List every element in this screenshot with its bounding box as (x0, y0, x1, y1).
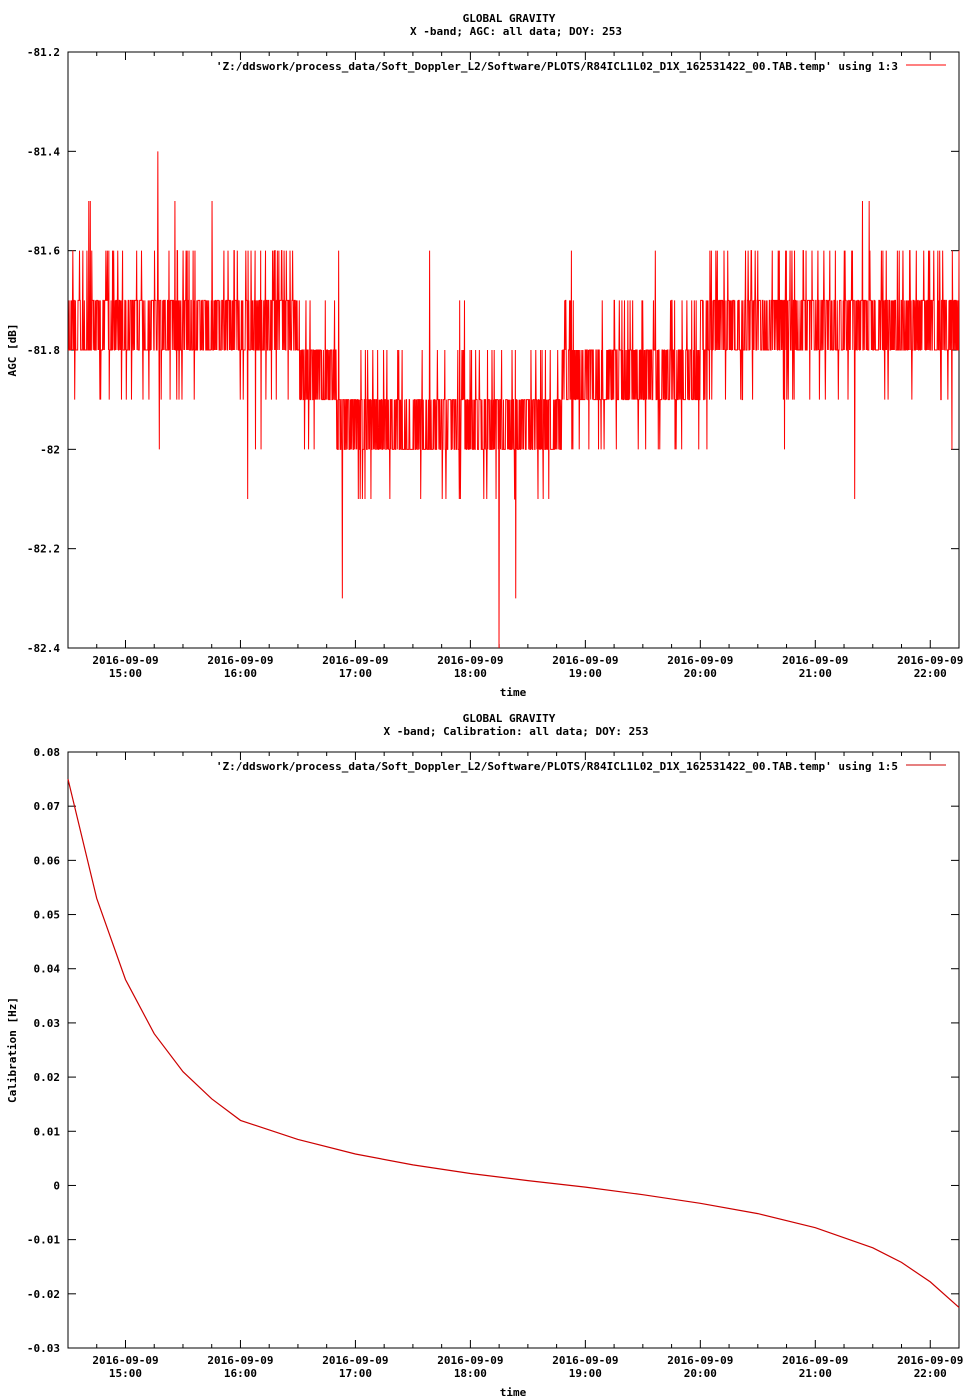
agc-x-tick-time: 22:00 (914, 667, 947, 680)
calibration-x-tick-date: 2016-09-09 (552, 1354, 618, 1367)
calibration-x-tick-date: 2016-09-09 (782, 1354, 848, 1367)
calibration-x-tick-date: 2016-09-09 (437, 1354, 503, 1367)
agc-series-area (68, 151, 960, 649)
agc-y-axis-label: AGC [dB] (6, 324, 19, 377)
calibration-x-tick-date: 2016-09-09 (207, 1354, 273, 1367)
agc-chart: GLOBAL GRAVITY X -band; AGC: all data; D… (6, 12, 963, 699)
calibration-y-tick-label: 0.06 (34, 854, 61, 867)
calibration-chart: GLOBAL GRAVITY X -band; Calibration: all… (6, 712, 963, 1399)
calibration-y-tick-label: 0.04 (34, 963, 61, 976)
agc-x-tick-time: 16:00 (224, 667, 257, 680)
calibration-y-axis: 0.08 0.07 0.06 0.05 0.04 0.03 0.02 0.01 0 -0.01 -0… (27, 746, 959, 1355)
calibration-chart-subtitle: X -band; Calibration: all data; DOY: 253 (384, 725, 649, 738)
calibration-y-tick-label: 0.05 (34, 909, 61, 922)
agc-series-line (68, 151, 960, 649)
agc-y-tick-label: -81.4 (27, 145, 60, 158)
agc-x-tick-time: 18:00 (454, 667, 487, 680)
calibration-x-tick-time: 21:00 (799, 1367, 832, 1380)
agc-x-tick-date: 2016-09-09 (322, 654, 388, 667)
agc-x-tick-time: 17:00 (339, 667, 372, 680)
calibration-y-tick-label: 0.01 (34, 1125, 61, 1138)
calibration-y-tick-label: 0.08 (34, 746, 61, 759)
agc-y-tick-label: -82.2 (27, 543, 60, 556)
agc-chart-subtitle: X -band; AGC: all data; DOY: 253 (410, 25, 622, 38)
calibration-y-tick-label: 0.02 (34, 1071, 61, 1084)
calibration-x-tick-time: 22:00 (914, 1367, 947, 1380)
agc-x-tick-time: 19:00 (569, 667, 602, 680)
calibration-x-tick-time: 15:00 (109, 1367, 142, 1380)
calibration-plot-frame (67, 751, 960, 1349)
calibration-series-line (67, 778, 960, 1308)
calibration-legend-label: 'Z:/ddswork/process_data/Soft_Doppler_L2… (216, 760, 898, 773)
calibration-series-area (67, 778, 960, 1308)
agc-x-tick-date: 2016-09-09 (897, 654, 963, 667)
calibration-x-tick-time: 17:00 (339, 1367, 372, 1380)
calibration-y-tick-label: 0 (53, 1179, 60, 1192)
calibration-y-tick-label: 0.07 (34, 800, 61, 813)
calibration-x-tick-time: 18:00 (454, 1367, 487, 1380)
calibration-x-tick-time: 19:00 (569, 1367, 602, 1380)
agc-legend-label: 'Z:/ddswork/process_data/Soft_Doppler_L2… (216, 60, 898, 73)
calibration-y-tick-label: -0.02 (27, 1288, 60, 1301)
agc-y-tick-label: -82 (40, 443, 60, 456)
calibration-x-axis-label: time (500, 1386, 527, 1399)
calibration-x-tick-time: 20:00 (684, 1367, 717, 1380)
calibration-y-tick-label: 0.03 (34, 1017, 61, 1030)
agc-x-tick-time: 21:00 (799, 667, 832, 680)
agc-y-tick-label: -82.4 (27, 642, 60, 655)
calibration-x-tick-time: 16:00 (224, 1367, 257, 1380)
calibration-x-tick-date: 2016-09-09 (897, 1354, 963, 1367)
agc-x-tick-time: 20:00 (684, 667, 717, 680)
agc-x-tick-date: 2016-09-09 (437, 654, 503, 667)
agc-y-axis: -81.2 -81.4 -81.6 -81.8 -82 -82.2 -82.4 (27, 46, 959, 655)
calibration-x-tick-date: 2016-09-09 (322, 1354, 388, 1367)
agc-x-tick-date: 2016-09-09 (552, 654, 618, 667)
agc-x-axis-label: time (500, 686, 527, 699)
calibration-x-tick-date: 2016-09-09 (92, 1354, 158, 1367)
calibration-x-axis: 2016-09-0915:002016-09-0916:002016-09-09… (67, 752, 963, 1380)
agc-x-tick-date: 2016-09-09 (207, 654, 273, 667)
agc-y-tick-label: -81.8 (27, 344, 60, 357)
calibration-y-axis-label: Calibration [Hz] (6, 997, 19, 1103)
calibration-y-tick-label: -0.03 (27, 1342, 60, 1355)
agc-y-tick-label: -81.2 (27, 46, 60, 59)
calibration-y-tick-label: -0.01 (27, 1234, 60, 1247)
agc-x-tick-date: 2016-09-09 (667, 654, 733, 667)
calibration-chart-title: GLOBAL GRAVITY (463, 712, 556, 725)
agc-x-tick-date: 2016-09-09 (92, 654, 158, 667)
agc-y-tick-label: -81.6 (27, 245, 60, 258)
agc-x-tick-time: 15:00 (109, 667, 142, 680)
agc-chart-title: GLOBAL GRAVITY (463, 12, 556, 25)
calibration-x-tick-date: 2016-09-09 (667, 1354, 733, 1367)
agc-x-tick-date: 2016-09-09 (782, 654, 848, 667)
agc-x-axis: 2016-09-0915:002016-09-0916:002016-09-09… (67, 52, 963, 680)
